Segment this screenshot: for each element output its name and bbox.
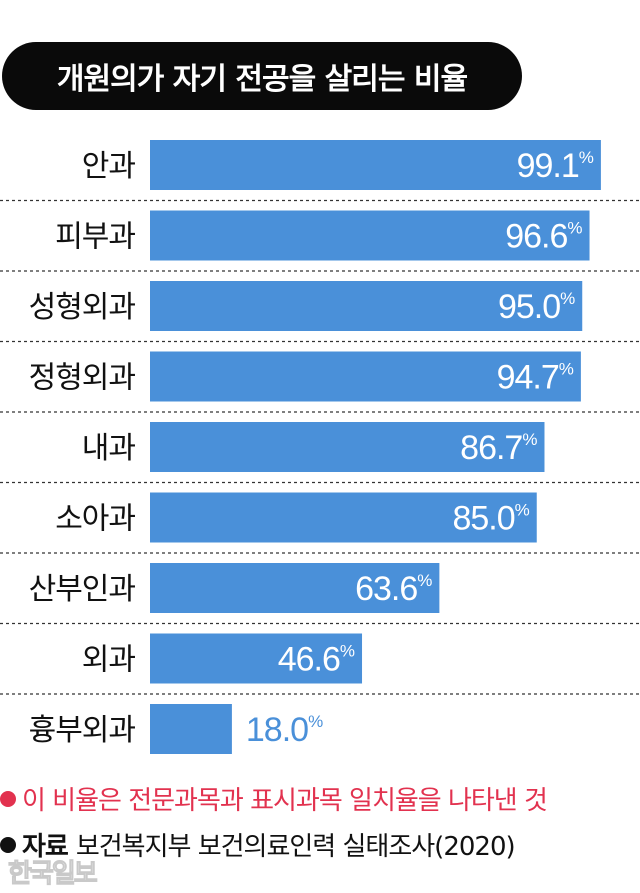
bar (150, 281, 583, 331)
category-label: 피부과 (55, 220, 135, 255)
note-text: 이 비율은 전문과목과 표시과목 일치율을 나타낸 것 (22, 786, 548, 816)
bar-chart: 안과 99.1% 피부과 96.6% 성형외과 95.0% 정형외과 94.7% 내과 86.7%… (0, 140, 640, 754)
category-label: 산부인과 (29, 572, 136, 607)
black-bullet-icon (0, 837, 16, 853)
value-label: 18.0% (246, 711, 323, 749)
chart-title: 개원의가 자기 전공을 살리는 비율 (56, 62, 468, 97)
value-label: 95.0% (498, 288, 575, 326)
value-label: 94.7% (497, 359, 574, 397)
category-label: 안과 (82, 149, 136, 184)
value-label: 99.1% (517, 147, 594, 185)
footnote: 이 비율은 전문과목과 표시과목 일치율을 나타낸 것 (0, 780, 640, 817)
title-banner: 개원의가 자기 전공을 살리는 비율 (2, 42, 522, 110)
red-bullet-icon (0, 791, 16, 807)
bar (150, 633, 363, 684)
bar (150, 422, 545, 472)
source-text: 보건복지부 보건의료인력 실태조사(2020) (75, 832, 516, 862)
bar (150, 563, 440, 613)
category-label: 흉부외과 (29, 713, 136, 748)
category-label: 정형외과 (29, 361, 136, 396)
value-label: 63.6% (355, 570, 432, 608)
category-label: 성형외과 (29, 290, 136, 325)
value-label: 96.6% (505, 218, 582, 256)
source-label: 자료 (22, 832, 69, 862)
publisher-watermark: 한국일보 (8, 859, 99, 890)
bar (150, 704, 232, 754)
bar (150, 140, 601, 190)
value-label: 46.6% (278, 641, 355, 679)
source-line: 자료 보건복지부 보건의료인력 실태조사(2020) (0, 826, 640, 863)
value-label: 85.0% (452, 500, 529, 538)
bar (150, 351, 581, 402)
value-label: 86.7% (460, 429, 537, 467)
category-label: 외과 (82, 643, 136, 678)
category-label: 소아과 (55, 502, 135, 537)
bar (150, 492, 537, 543)
category-label: 내과 (82, 431, 136, 466)
bar (150, 210, 590, 261)
